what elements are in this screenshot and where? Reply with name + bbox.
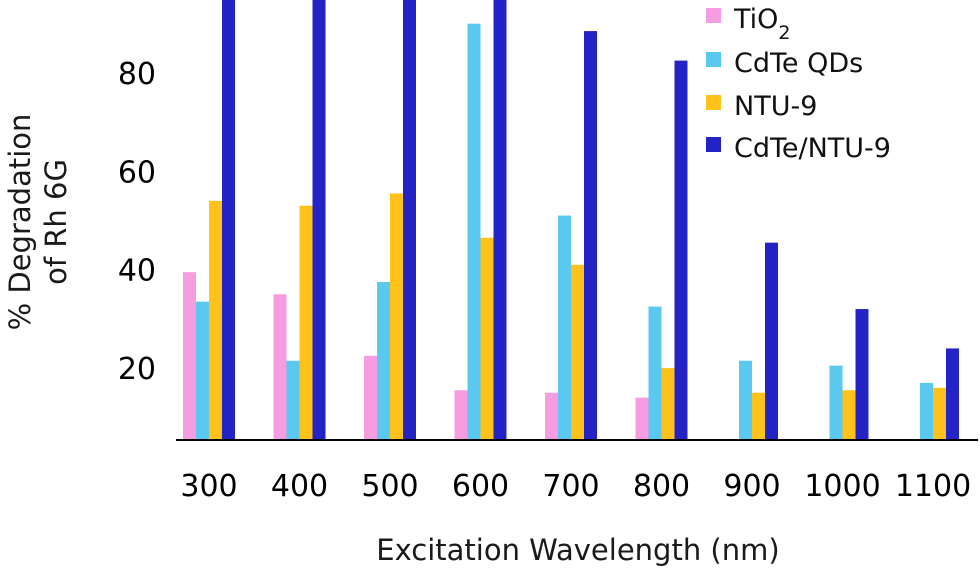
bar-ntu-9-500 <box>390 193 403 440</box>
bar-cdte-qds-700 <box>558 215 571 440</box>
bar-cdte-ntu-9-1000 <box>855 309 869 440</box>
y-tick-60: 60 <box>118 155 156 190</box>
bar-cdte-qds-900 <box>739 360 752 440</box>
bar-cdte-ntu-9-300 <box>222 0 235 441</box>
bar-cdte-ntu-9-800 <box>674 60 688 440</box>
bar-tio2-600 <box>454 390 468 440</box>
legend-swatch-cdte-ntu-9 <box>706 137 721 152</box>
legend-label-cdte-qds: CdTe QDs <box>734 48 863 79</box>
bar-ntu-9-400 <box>299 205 313 440</box>
x-tick-600: 600 <box>452 469 509 504</box>
bar-ntu-9-1000 <box>842 390 856 440</box>
legend-label-cdte-ntu-9: CdTe/NTU-9 <box>734 133 891 164</box>
y-tick-80: 80 <box>118 57 156 92</box>
bar-ntu-9-900 <box>752 392 765 440</box>
bar-cdte-qds-600 <box>467 23 481 440</box>
x-tick-800: 800 <box>633 469 690 504</box>
legend-swatch-cdte-qds <box>706 52 721 67</box>
bar-ntu-9-800 <box>661 368 675 440</box>
y-axis-title-line-1: % Degradation <box>3 114 37 331</box>
bar-cdte-ntu-9-600 <box>493 0 507 440</box>
x-axis-title: Excitation Wavelength (nm) <box>376 533 779 567</box>
x-tick-1000: 1000 <box>804 469 880 504</box>
bar-cdte-qds-1100 <box>920 382 933 440</box>
bar-cdte-ntu-9-400 <box>312 0 326 441</box>
bar-ntu-9-600 <box>480 237 494 440</box>
bar-cdte-ntu-9-700 <box>584 31 597 441</box>
bar-tio2-500 <box>364 355 377 440</box>
bar-cdte-qds-500 <box>377 282 390 440</box>
bar-tio2-800 <box>635 397 649 440</box>
x-tick-500: 500 <box>361 469 418 504</box>
x-tick-1100: 1100 <box>895 469 971 504</box>
y-tick-20: 20 <box>118 352 156 387</box>
legend: TiO2 CdTe QDs NTU-9 CdTe/NTU-9 <box>706 4 891 164</box>
bar-cdte-ntu-9-1100 <box>946 348 959 440</box>
bar-cdte-qds-800 <box>648 306 662 440</box>
legend-label-tio2: TiO2 <box>733 4 791 44</box>
bars-layer <box>183 0 959 441</box>
bar-ntu-9-1100 <box>933 387 946 440</box>
legend-swatch-ntu-9 <box>706 95 721 110</box>
x-tick-700: 700 <box>542 469 599 504</box>
bar-ntu-9-700 <box>571 264 584 440</box>
x-tick-900: 900 <box>723 469 780 504</box>
x-tick-400: 400 <box>271 469 328 504</box>
bar-tio2-700 <box>545 392 558 440</box>
legend-label-ntu-9: NTU-9 <box>734 91 817 122</box>
bar-cdte-qds-300 <box>196 301 209 440</box>
bar-tio2-300 <box>183 272 196 440</box>
x-tick-300: 300 <box>180 469 237 504</box>
bar-cdte-ntu-9-900 <box>765 242 778 440</box>
bar-ntu-9-300 <box>209 200 222 440</box>
legend-swatch-tio2 <box>706 8 721 23</box>
y-tick-40: 40 <box>118 254 156 289</box>
bar-tio2-400 <box>273 294 287 440</box>
y-axis-title-line-2: of Rh 6G <box>39 159 73 285</box>
y-axis-title: % Degradation of Rh 6G <box>3 114 73 331</box>
y-tick-labels: 20406080100 <box>118 57 156 387</box>
bar-cdte-qds-1000 <box>829 365 843 440</box>
bar-cdte-ntu-9-500 <box>403 0 416 440</box>
x-tick-labels: 300 400 500 600 700 800 900 1000 1100 <box>180 469 971 504</box>
bar-cdte-qds-400 <box>286 360 300 440</box>
